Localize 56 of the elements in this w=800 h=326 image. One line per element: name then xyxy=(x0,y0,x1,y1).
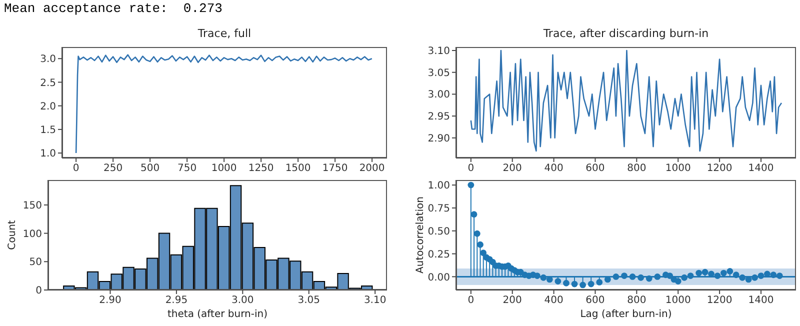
x-tick-label: 1000 xyxy=(665,295,691,306)
chart-title: Trace, full xyxy=(196,27,252,42)
x-tick-label: 0 xyxy=(72,163,80,174)
y-tick-label: 2.90 xyxy=(428,133,450,144)
x-tick-label: 500 xyxy=(140,163,160,174)
x-tick-label: 2.95 xyxy=(165,295,188,306)
y-tick-label: 3.05 xyxy=(428,68,450,79)
x-tick-label: 1000 xyxy=(665,163,691,174)
y-tick-label: 100 xyxy=(22,228,42,240)
y-tick-label: 0.75 xyxy=(428,204,450,215)
x-tick-label: 200 xyxy=(502,163,522,174)
y-tick-label: 0.50 xyxy=(428,226,450,238)
x-tick-label: 3.05 xyxy=(298,295,320,306)
x-tick-label: 1000 xyxy=(211,163,237,174)
x-tick-label: 200 xyxy=(502,295,522,306)
y-tick-label: 2.5 xyxy=(40,78,56,89)
y-tick-label: 0.25 xyxy=(428,249,450,260)
y-tick-label: 2.95 xyxy=(428,112,450,123)
x-tick-label: 600 xyxy=(586,295,605,306)
x-tick-label: 800 xyxy=(627,163,646,174)
x-axis-title: Lag (after burn-in) xyxy=(579,309,673,321)
x-tick-label: 1200 xyxy=(706,295,732,306)
x-tick-label: 0 xyxy=(468,163,474,174)
y-tick-label: 1.0 xyxy=(40,148,56,160)
y-tick-label: 3.10 xyxy=(428,46,450,58)
x-tick-label: 800 xyxy=(627,295,646,306)
x-tick-label: 3.10 xyxy=(364,295,386,306)
x-tick-label: 2.90 xyxy=(99,295,122,306)
y-tick-label: 0.00 xyxy=(428,272,450,284)
y-tick-label: 2.0 xyxy=(40,101,56,112)
y-tick-label: 3.0 xyxy=(40,54,56,66)
x-tick-label: 1750 xyxy=(322,163,348,174)
x-tick-label: 0 xyxy=(468,295,474,306)
x-tick-label: 750 xyxy=(178,163,197,174)
y-tick-label: 50 xyxy=(29,257,42,268)
y-tick-label: 1.00 xyxy=(428,180,450,192)
chart-title: Trace, after discarding burn-in xyxy=(542,27,710,42)
y-tick-label: 0 xyxy=(36,286,42,297)
y-tick-label: 3.00 xyxy=(428,90,450,101)
x-tick-label: 400 xyxy=(544,295,564,306)
x-tick-label: 1500 xyxy=(285,163,311,174)
x-tick-label: 1400 xyxy=(748,295,774,306)
x-tick-label: 600 xyxy=(586,163,605,174)
x-tick-label: 2000 xyxy=(359,163,385,174)
y-axis-title: Autocorrelation xyxy=(415,196,427,276)
y-tick-label: 1.5 xyxy=(40,124,56,136)
x-axis-title: theta (after burn-in) xyxy=(166,309,268,321)
x-tick-label: 400 xyxy=(544,163,564,174)
y-axis-title: Count xyxy=(7,219,19,252)
x-tick-label: 3.00 xyxy=(232,295,254,306)
text: Mean acceptance rate: 0.273 xyxy=(4,1,222,16)
x-tick-label: 1400 xyxy=(748,163,774,174)
x-tick-label: 250 xyxy=(104,163,123,174)
x-tick-label: 1250 xyxy=(248,163,274,174)
y-tick-label: 150 xyxy=(22,200,42,212)
x-tick-label: 1200 xyxy=(706,163,732,174)
